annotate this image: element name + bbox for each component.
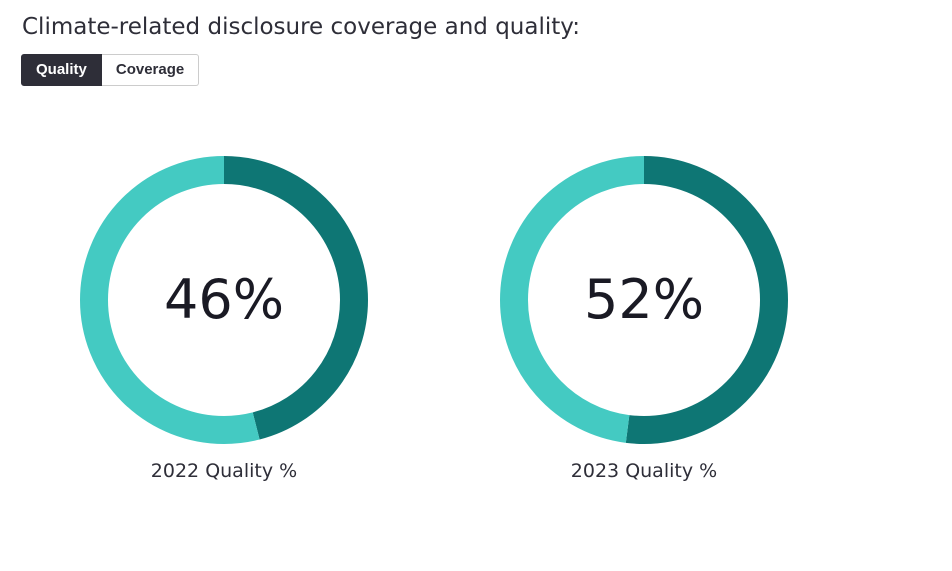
donut-svg-2022: [80, 156, 368, 444]
page-title: Climate-related disclosure coverage and …: [22, 14, 580, 40]
quality-coverage-toggle: Quality Coverage: [21, 54, 200, 86]
donut-chart-2022: 46% 2022 Quality %: [74, 150, 374, 500]
donut-chart-2023: 52% 2023 Quality %: [494, 150, 794, 500]
center-value-2022: 46%: [163, 268, 285, 331]
quality-tab-button[interactable]: Quality: [21, 54, 102, 86]
slice-remainder-2022: [80, 156, 368, 444]
chart-label-2023: 2023 Quality %: [570, 460, 718, 482]
donut-svg-2023: [500, 156, 788, 444]
center-value-2023: 52%: [583, 268, 705, 331]
chart-label-2022: 2022 Quality %: [150, 460, 298, 482]
coverage-tab-button[interactable]: Coverage: [101, 54, 200, 86]
slice-remainder-2023: [500, 156, 788, 444]
